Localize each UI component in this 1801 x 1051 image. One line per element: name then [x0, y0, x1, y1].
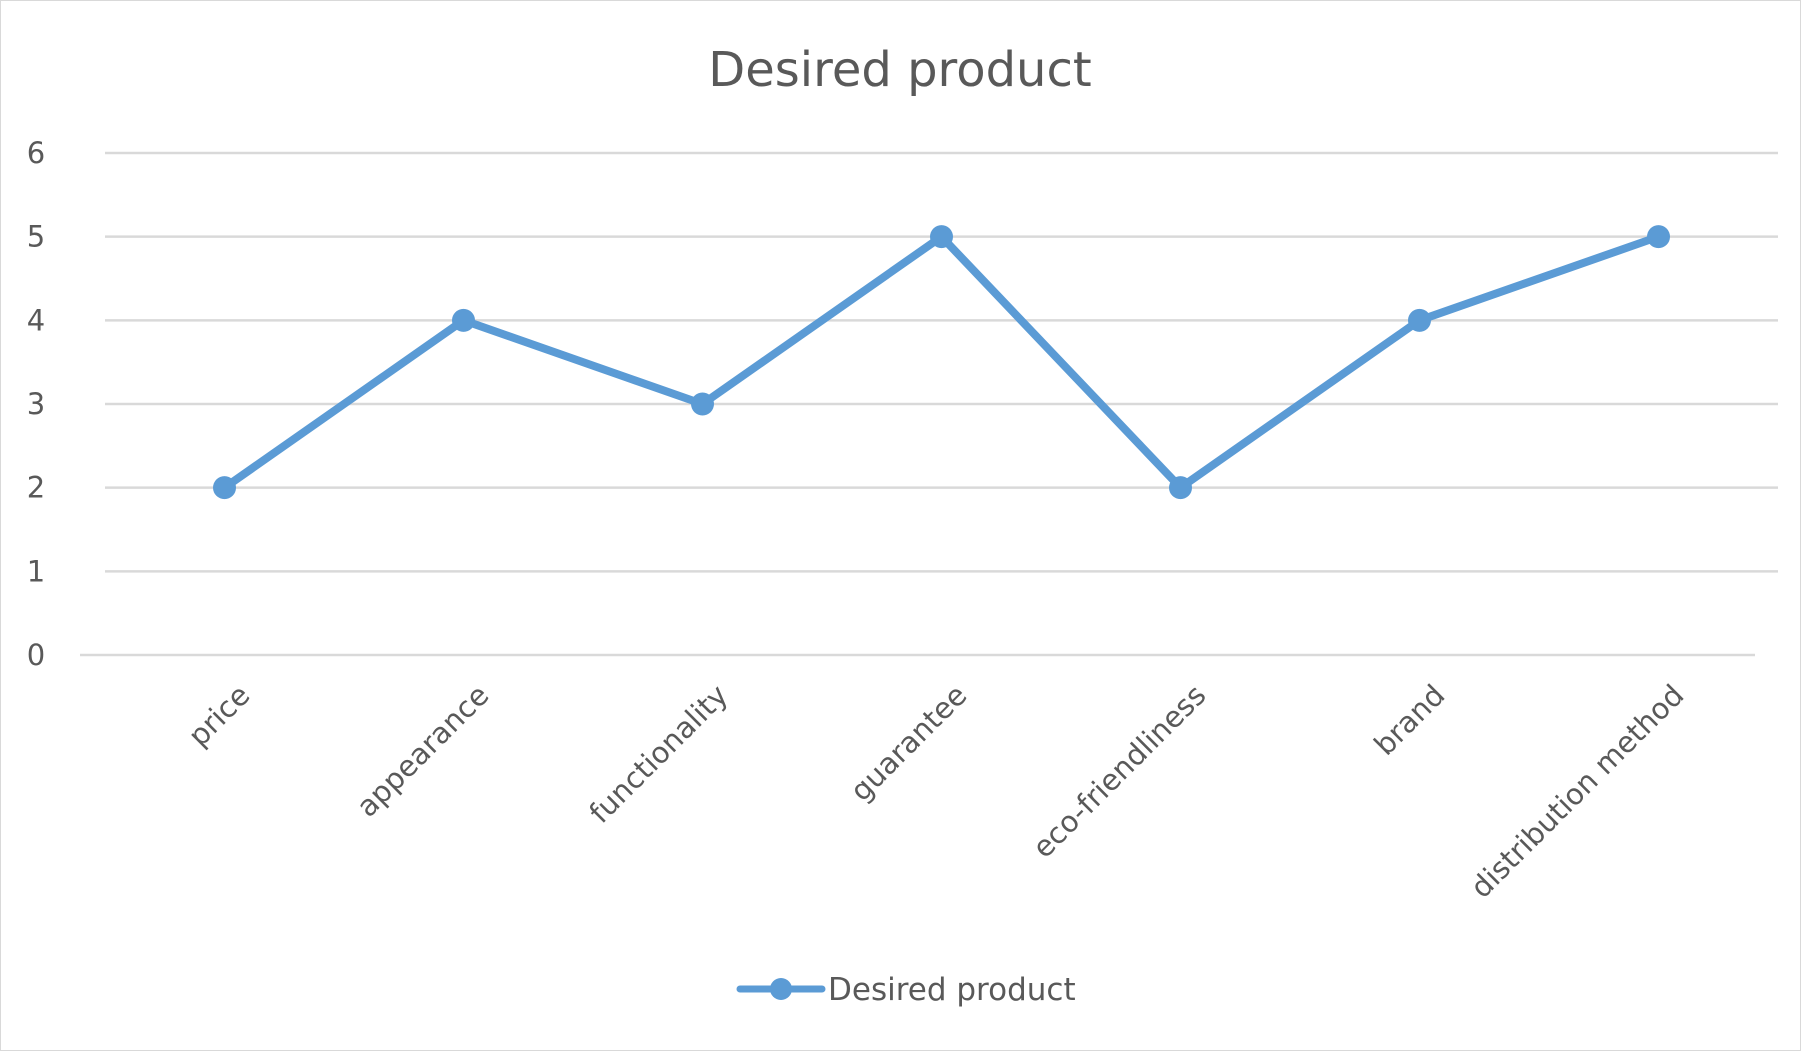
data-point [1647, 225, 1670, 249]
data-point [691, 392, 714, 416]
y-axis-labels: 0 1 2 3 4 5 6 [27, 136, 45, 672]
data-point [213, 476, 236, 500]
x-tick-label: brand [1367, 678, 1451, 762]
y-tick-label: 1 [27, 554, 45, 588]
x-tick-label: appearance [350, 678, 496, 824]
y-tick-label: 3 [27, 387, 45, 421]
gridlines [80, 151, 1778, 657]
y-tick-label: 0 [27, 638, 45, 672]
x-tick-label: guarantee [844, 678, 974, 808]
x-tick-label: distribution method [1464, 678, 1691, 905]
y-tick-label: 6 [27, 136, 45, 170]
series-layer [213, 225, 1670, 500]
data-point [930, 225, 953, 249]
y-tick-label: 2 [27, 471, 45, 505]
x-tick-label: functionality [582, 678, 734, 830]
data-point [1169, 476, 1192, 500]
chart-title: Desired product [708, 42, 1091, 98]
x-axis-labels: price appearance functionality guarantee eco… [181, 678, 1690, 905]
y-tick-label: 4 [27, 303, 45, 337]
data-point [452, 308, 475, 332]
series-line [220, 232, 1663, 492]
legend: Desired product [736, 972, 1076, 1008]
x-tick-label: eco-friendliness [1026, 678, 1213, 865]
y-tick-label: 5 [27, 220, 45, 254]
legend-label: Desired product [828, 972, 1076, 1008]
legend-marker [770, 978, 792, 1000]
x-tick-label: price [181, 678, 256, 753]
data-point [1408, 308, 1431, 332]
